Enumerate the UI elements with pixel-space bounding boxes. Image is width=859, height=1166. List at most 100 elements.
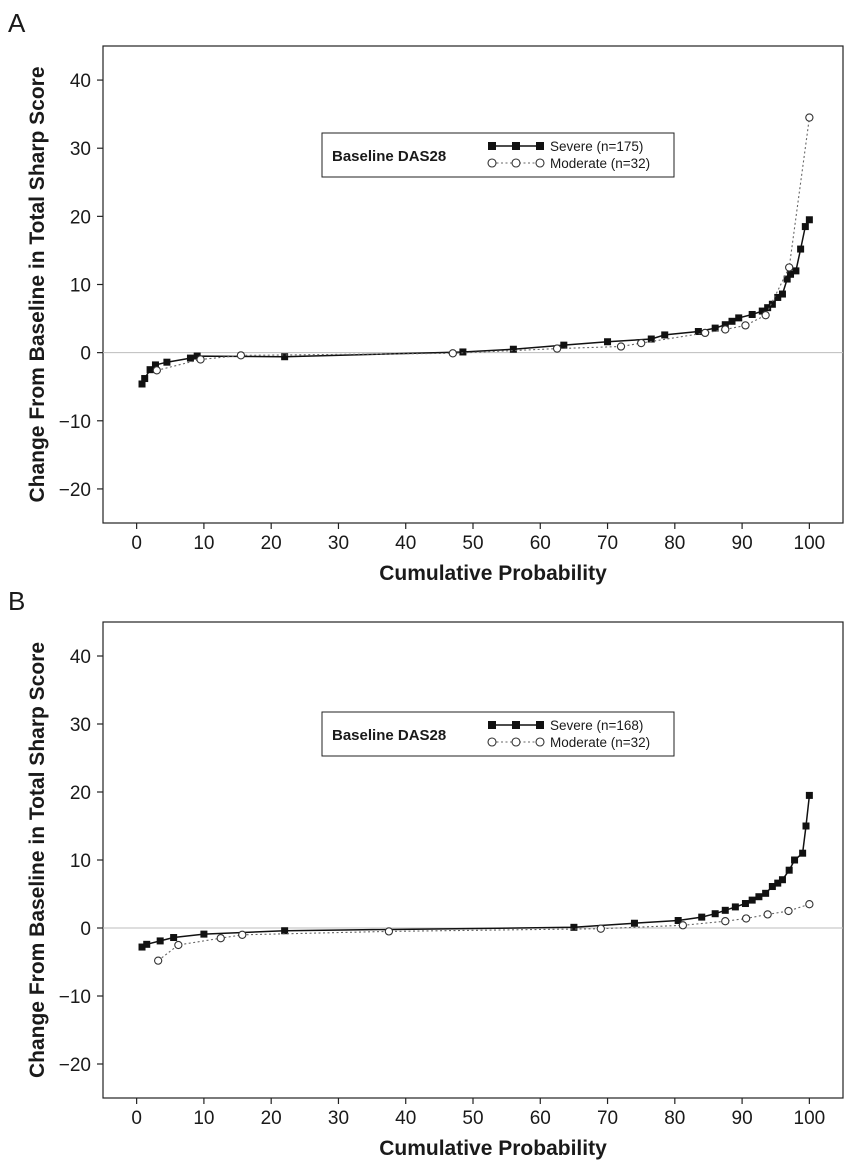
chart-panel-b: B 0 10 20 30 40 50 60 70 80 90 100 −20 −10 0 10 20 30 40 Cu… <box>8 586 844 1160</box>
legend-entry-label: Severe (n=175) <box>550 139 643 154</box>
data-point-moderate <box>763 910 772 919</box>
data-point-moderate <box>678 921 688 930</box>
legend-marker-square <box>488 142 496 150</box>
data-point-severe <box>138 943 146 951</box>
data-point-severe <box>138 380 146 388</box>
legend-marker-square <box>512 142 520 150</box>
x-tick-label: 80 <box>664 1108 685 1129</box>
data-point-moderate <box>805 113 814 122</box>
x-tick-label: 90 <box>732 533 753 554</box>
data-point-severe <box>661 331 669 339</box>
data-point-severe <box>630 919 638 927</box>
data-point-moderate <box>448 349 457 358</box>
legend-marker-square <box>536 142 544 150</box>
data-point-severe <box>797 245 805 253</box>
data-point-severe <box>570 923 578 931</box>
data-point-severe <box>762 889 770 897</box>
data-point-severe <box>711 910 719 918</box>
y-tick-label: 20 <box>70 207 91 228</box>
panel-letter: B <box>8 586 25 616</box>
y-tick-label: 0 <box>80 919 91 940</box>
data-point-severe <box>146 366 154 374</box>
y-axis-title: Change From Baseline in Total Sharp Scor… <box>26 66 49 502</box>
legend: Baseline DAS28 Severe (n=175) Moderate (n=… <box>321 132 675 178</box>
series-line-severe <box>141 795 811 948</box>
legend-marker-circle <box>535 158 545 168</box>
x-tick-label: 30 <box>328 533 349 554</box>
x-axis-title: Cumulative Probability <box>379 562 607 585</box>
legend-entry-label: Moderate (n=32) <box>550 735 650 750</box>
data-point-severe <box>748 310 756 318</box>
x-tick-label: 0 <box>131 533 142 554</box>
y-tick-label: 10 <box>70 276 91 297</box>
data-point-severe <box>731 903 739 911</box>
data-point-moderate <box>216 934 225 943</box>
legend-box <box>321 132 675 178</box>
y-tick-label: −10 <box>59 987 91 1008</box>
data-point-severe <box>768 300 776 308</box>
data-point-moderate <box>196 355 205 364</box>
data-point-severe <box>647 335 655 343</box>
x-tick-label: 0 <box>131 1108 142 1129</box>
data-point-severe <box>721 906 729 914</box>
x-tick-label: 40 <box>395 533 416 554</box>
x-tick-label: 80 <box>664 533 685 554</box>
data-point-severe <box>792 267 800 275</box>
data-point-severe <box>151 361 159 369</box>
data-point-severe <box>805 791 813 799</box>
data-point-severe <box>698 913 706 921</box>
data-point-moderate <box>596 924 605 933</box>
data-point-severe <box>560 341 568 349</box>
data-point-severe <box>758 307 766 315</box>
data-point-moderate <box>637 338 646 348</box>
legend-box <box>321 711 675 757</box>
data-point-severe <box>778 290 786 298</box>
data-point-severe <box>728 317 736 325</box>
legend: Baseline DAS28 Severe (n=168) Moderate (n=… <box>321 711 675 757</box>
x-tick-label: 50 <box>462 533 483 554</box>
data-point-severe <box>787 270 795 278</box>
legend-marker-circle <box>511 737 521 747</box>
data-point-severe <box>711 324 719 332</box>
y-tick-label: 10 <box>70 851 91 872</box>
x-tick-label: 100 <box>794 1108 826 1129</box>
data-point-moderate <box>741 914 751 923</box>
data-point-severe <box>748 896 756 904</box>
y-tick-label: 30 <box>70 715 91 736</box>
data-point-severe <box>459 348 467 356</box>
data-point-severe <box>802 822 810 830</box>
x-axis-title: Cumulative Probability <box>379 1137 607 1160</box>
data-point-moderate <box>152 366 161 375</box>
data-point-moderate <box>784 906 793 916</box>
data-point-severe <box>163 358 171 366</box>
data-point-moderate <box>761 311 770 320</box>
x-tick-label: 40 <box>395 1108 416 1129</box>
data-point-severe <box>755 893 763 901</box>
data-point-severe <box>778 876 786 884</box>
data-point-moderate <box>700 328 710 338</box>
data-point-moderate <box>721 325 730 334</box>
data-point-moderate <box>616 342 626 351</box>
plot-frame <box>102 45 844 524</box>
legend-entry-label: Severe (n=168) <box>550 718 643 733</box>
data-point-moderate <box>552 344 562 353</box>
legend-marker-square <box>488 721 496 729</box>
x-tick-label: 70 <box>597 533 618 554</box>
data-point-severe <box>143 940 151 948</box>
x-tick-label: 60 <box>530 1108 551 1129</box>
x-tick-label: 50 <box>462 1108 483 1129</box>
data-point-moderate <box>238 930 247 939</box>
x-tick-label: 10 <box>193 533 214 554</box>
x-tick-label: 30 <box>328 1108 349 1129</box>
panel-letter: A <box>8 8 26 38</box>
x-tick-label: 90 <box>732 1108 753 1129</box>
y-tick-label: −20 <box>59 480 91 501</box>
legend-marker-square <box>536 721 544 729</box>
y-tick-label: 0 <box>80 344 91 365</box>
y-tick-label: 30 <box>70 139 91 160</box>
legend-marker-circle <box>511 158 521 168</box>
data-point-severe <box>674 917 682 925</box>
legend-marker-square <box>512 721 520 729</box>
legend-title: Baseline DAS28 <box>332 727 446 744</box>
